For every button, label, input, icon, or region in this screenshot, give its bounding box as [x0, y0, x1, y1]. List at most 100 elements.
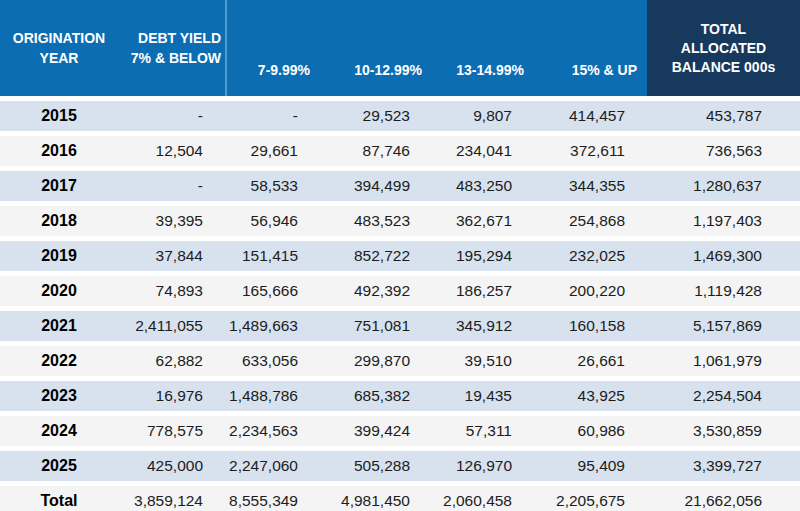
value-cell: 9,807 — [432, 101, 534, 131]
value-cell: 39,395 — [118, 206, 225, 236]
year-cell: 2025 — [0, 451, 118, 481]
value-cell: 57,311 — [432, 416, 534, 446]
value-cell: 126,970 — [432, 451, 534, 481]
value-cell: 2,411,055 — [118, 311, 225, 341]
value-cell: 2,234,563 — [225, 416, 320, 446]
debt-yield-table-screenshot: ORIGINATION YEAR DEBT YIELD 7% & BELOW 7… — [0, 0, 800, 511]
header-total-allocated-balance: TOTAL ALLOCATED BALANCE 000s — [647, 0, 800, 96]
value-cell: 254,868 — [534, 206, 647, 236]
value-cell: 399,424 — [320, 416, 432, 446]
header-line: DEBT YIELD — [118, 28, 221, 48]
table-row: 2017-58,533394,499483,250344,3551,280,63… — [0, 171, 800, 201]
value-cell: 95,409 — [534, 451, 647, 481]
value-cell: 29,661 — [225, 136, 320, 166]
header-line: TOTAL — [647, 20, 800, 39]
table-row: 2025425,0002,247,060505,288126,97095,409… — [0, 451, 800, 481]
header-10-12-99: 10-12.99% — [320, 0, 432, 96]
value-cell: 394,499 — [320, 171, 432, 201]
year-cell: 2019 — [0, 241, 118, 271]
value-cell: 26,661 — [534, 346, 647, 376]
value-cell: 362,671 — [432, 206, 534, 236]
year-cell: 2021 — [0, 311, 118, 341]
table-row: 2015--29,5239,807414,457453,787 — [0, 101, 800, 131]
value-cell: 414,457 — [534, 101, 647, 131]
header-13-14-99: 13-14.99% — [432, 0, 534, 96]
value-cell: 87,746 — [320, 136, 432, 166]
value-cell: 151,415 — [225, 241, 320, 271]
value-cell: 344,355 — [534, 171, 647, 201]
value-cell: 43,925 — [534, 381, 647, 411]
value-cell: 29,523 — [320, 101, 432, 131]
header-7-9-99: 7-9.99% — [225, 0, 320, 96]
value-cell: 234,041 — [432, 136, 534, 166]
value-cell: 2,205,675 — [534, 486, 647, 511]
table-row: 202262,882633,056299,87039,51026,6611,06… — [0, 346, 800, 376]
value-cell: 1,280,637 — [647, 171, 800, 201]
total-row: Total3,859,1248,555,3494,981,4502,060,45… — [0, 486, 800, 511]
value-cell: 4,981,450 — [320, 486, 432, 511]
value-cell: 12,504 — [118, 136, 225, 166]
value-cell: 633,056 — [225, 346, 320, 376]
value-cell: 56,946 — [225, 206, 320, 236]
value-cell: 232,025 — [534, 241, 647, 271]
value-cell: 492,392 — [320, 276, 432, 306]
value-cell: 425,000 — [118, 451, 225, 481]
table-row: 202074,893165,666492,392186,257200,2201,… — [0, 276, 800, 306]
value-cell: 62,882 — [118, 346, 225, 376]
year-cell: 2020 — [0, 276, 118, 306]
value-cell: 1,469,300 — [647, 241, 800, 271]
value-cell: 160,158 — [534, 311, 647, 341]
year-cell: 2016 — [0, 136, 118, 166]
table-row: 20212,411,0551,489,663751,081345,912160,… — [0, 311, 800, 341]
value-cell: 58,533 — [225, 171, 320, 201]
value-cell: 483,523 — [320, 206, 432, 236]
value-cell: 345,912 — [432, 311, 534, 341]
value-cell: 453,787 — [647, 101, 800, 131]
value-cell: 751,081 — [320, 311, 432, 341]
year-cell: Total — [0, 486, 118, 511]
debt-yield-by-origination-year-table: ORIGINATION YEAR DEBT YIELD 7% & BELOW 7… — [0, 0, 800, 511]
value-cell: 685,382 — [320, 381, 432, 411]
value-cell: 165,666 — [225, 276, 320, 306]
value-cell: 1,489,663 — [225, 311, 320, 341]
table-row: 201612,50429,66187,746234,041372,611736,… — [0, 136, 800, 166]
value-cell: 1,488,786 — [225, 381, 320, 411]
value-cell: 852,722 — [320, 241, 432, 271]
value-cell: 2,254,504 — [647, 381, 800, 411]
value-cell: 3,530,859 — [647, 416, 800, 446]
value-cell: 60,986 — [534, 416, 647, 446]
value-cell: 37,844 — [118, 241, 225, 271]
header-line: BALANCE 000s — [647, 58, 800, 77]
value-cell: 1,061,979 — [647, 346, 800, 376]
value-cell: - — [225, 101, 320, 131]
value-cell: 3,859,124 — [118, 486, 225, 511]
value-cell: 195,294 — [432, 241, 534, 271]
value-cell: 299,870 — [320, 346, 432, 376]
value-cell: 21,662,056 — [647, 486, 800, 511]
table-row: 201937,844151,415852,722195,294232,0251,… — [0, 241, 800, 271]
header-line: ALLOCATED — [647, 39, 800, 58]
header-line: 7% & BELOW — [118, 48, 221, 68]
value-cell: 3,399,727 — [647, 451, 800, 481]
year-cell: 2017 — [0, 171, 118, 201]
header-15-up: 15% & UP — [534, 0, 647, 96]
value-cell: 2,247,060 — [225, 451, 320, 481]
table-row: 2024778,5752,234,563399,42457,31160,9863… — [0, 416, 800, 446]
value-cell: 200,220 — [534, 276, 647, 306]
value-cell: 16,976 — [118, 381, 225, 411]
header-line: ORIGINATION — [0, 28, 118, 48]
year-cell: 2022 — [0, 346, 118, 376]
table-header: ORIGINATION YEAR DEBT YIELD 7% & BELOW 7… — [0, 0, 800, 96]
value-cell: 505,288 — [320, 451, 432, 481]
value-cell: 8,555,349 — [225, 486, 320, 511]
value-cell: 1,119,428 — [647, 276, 800, 306]
value-cell: 74,893 — [118, 276, 225, 306]
value-cell: 483,250 — [432, 171, 534, 201]
year-cell: 2018 — [0, 206, 118, 236]
header-debt-yield-7-below: DEBT YIELD 7% & BELOW — [118, 0, 225, 96]
table-row: 202316,9761,488,786685,38219,43543,9252,… — [0, 381, 800, 411]
year-cell: 2023 — [0, 381, 118, 411]
value-cell: 778,575 — [118, 416, 225, 446]
value-cell: 5,157,869 — [647, 311, 800, 341]
value-cell: 372,611 — [534, 136, 647, 166]
